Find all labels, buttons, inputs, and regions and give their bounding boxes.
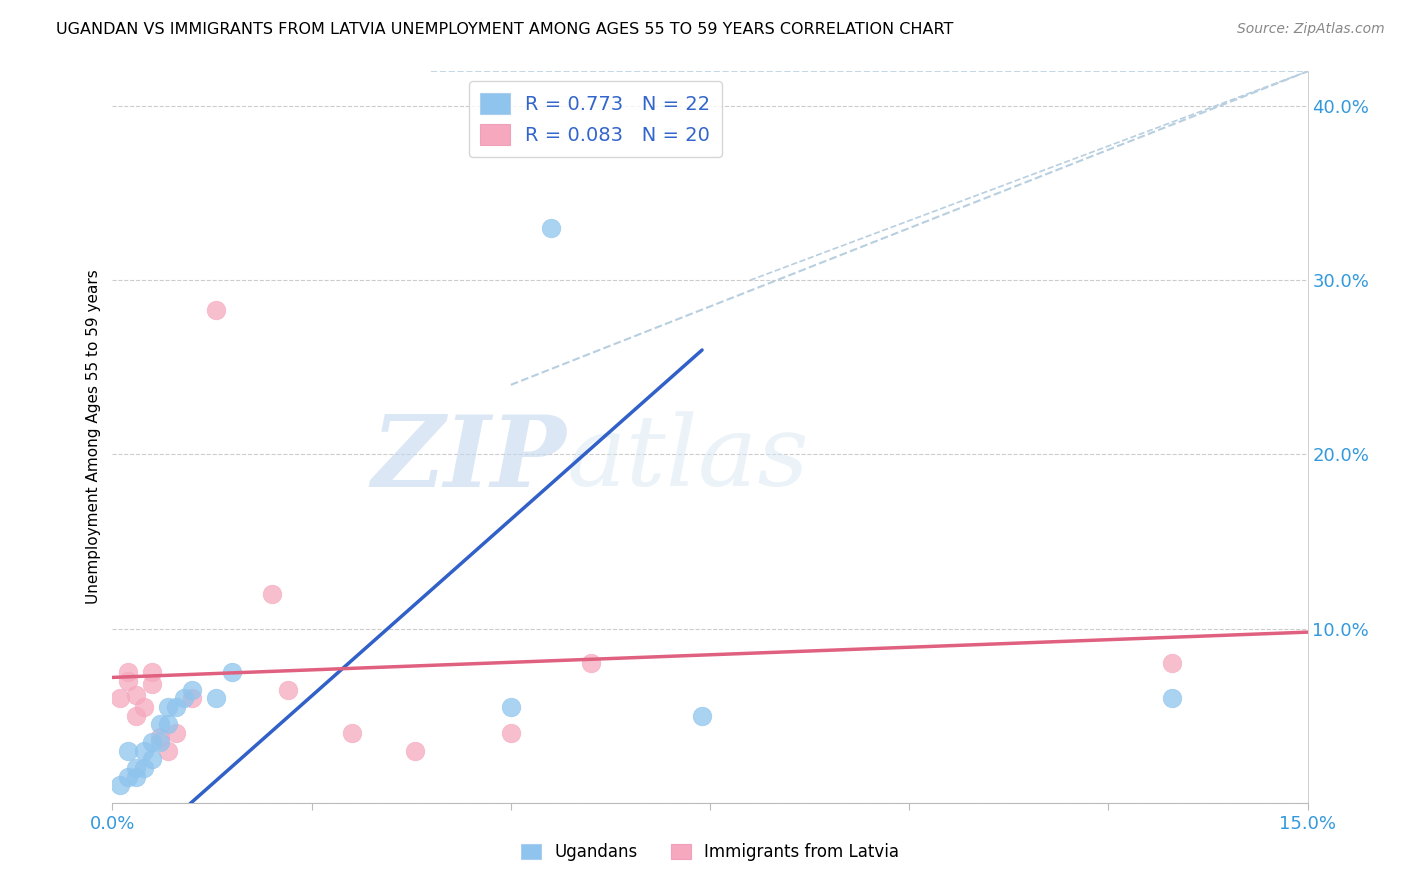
Point <box>221 665 243 680</box>
Point <box>499 700 522 714</box>
Point <box>125 688 148 702</box>
Point <box>165 726 187 740</box>
Point <box>149 717 172 731</box>
Point <box>134 743 156 757</box>
Point <box>340 726 363 740</box>
Point <box>165 700 187 714</box>
Point <box>499 726 522 740</box>
Text: Source: ZipAtlas.com: Source: ZipAtlas.com <box>1237 22 1385 37</box>
Point <box>134 700 156 714</box>
Point <box>117 743 139 757</box>
Point <box>141 735 163 749</box>
Point <box>173 691 195 706</box>
Point <box>125 770 148 784</box>
Legend: Ugandans, Immigrants from Latvia: Ugandans, Immigrants from Latvia <box>515 837 905 868</box>
Point <box>205 691 228 706</box>
Point <box>1161 691 1184 706</box>
Point <box>181 682 204 697</box>
Text: atlas: atlas <box>567 411 810 507</box>
Point <box>117 673 139 688</box>
Point <box>260 587 283 601</box>
Text: UGANDAN VS IMMIGRANTS FROM LATVIA UNEMPLOYMENT AMONG AGES 55 TO 59 YEARS CORRELA: UGANDAN VS IMMIGRANTS FROM LATVIA UNEMPL… <box>56 22 953 37</box>
Point <box>157 717 180 731</box>
Point <box>134 761 156 775</box>
Point <box>117 770 139 784</box>
Point <box>141 752 163 766</box>
Point <box>125 708 148 723</box>
Text: ZIP: ZIP <box>371 411 567 508</box>
Point <box>205 302 228 317</box>
Point <box>117 665 139 680</box>
Point <box>149 735 172 749</box>
Point <box>149 730 172 744</box>
Point <box>579 657 602 671</box>
Point <box>141 665 163 680</box>
Point <box>1161 657 1184 671</box>
Point <box>404 743 426 757</box>
Point <box>277 682 299 697</box>
Y-axis label: Unemployment Among Ages 55 to 59 years: Unemployment Among Ages 55 to 59 years <box>86 269 101 605</box>
Point <box>157 700 180 714</box>
Point <box>110 691 132 706</box>
Point <box>141 677 163 691</box>
Point <box>110 778 132 792</box>
Point <box>690 708 713 723</box>
Point <box>181 691 204 706</box>
Point <box>157 743 180 757</box>
Point <box>125 761 148 775</box>
Point <box>540 221 562 235</box>
